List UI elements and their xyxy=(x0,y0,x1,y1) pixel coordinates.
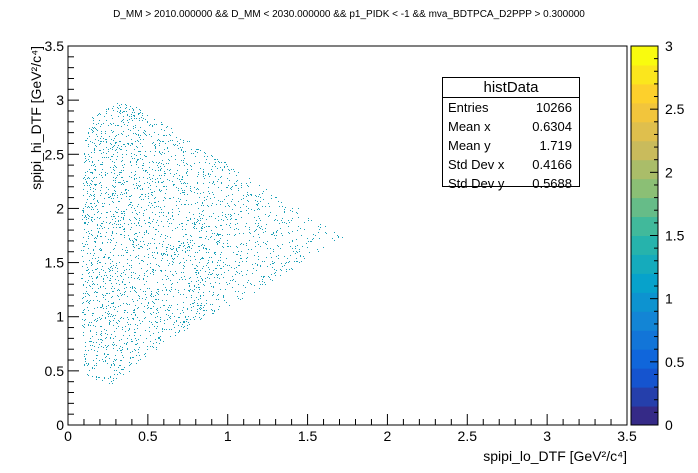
stats-row-entries: Entries 10266 xyxy=(443,98,579,117)
stats-row-mean-y: Mean y 1.719 xyxy=(443,136,579,155)
color-band xyxy=(631,64,658,85)
stats-header: histData xyxy=(443,78,579,98)
stats-value: 1.719 xyxy=(539,138,572,153)
color-band xyxy=(631,178,658,199)
color-band xyxy=(631,368,658,388)
y-tick-label: 2 xyxy=(56,200,64,216)
y-tick-label: 0.5 xyxy=(45,363,65,379)
x-tick-label: 3 xyxy=(543,428,551,444)
color-band xyxy=(631,140,658,161)
x-tick-label: 1.5 xyxy=(298,428,318,444)
x-tick-label: 2.5 xyxy=(458,428,478,444)
stats-value: 0.4166 xyxy=(532,157,572,172)
z-tick-label: 2.5 xyxy=(665,101,685,117)
stats-value: 0.6304 xyxy=(532,119,572,134)
x-tick-label: 2 xyxy=(384,428,392,444)
color-band xyxy=(631,330,658,350)
color-band xyxy=(631,406,658,426)
x-tick-label: 0 xyxy=(64,428,72,444)
stats-row-std-x: Std Dev x 0.4166 xyxy=(443,155,579,174)
stats-label: Std Dev y xyxy=(448,176,505,191)
stats-label: Entries xyxy=(448,100,489,115)
data-points xyxy=(81,103,343,384)
color-band xyxy=(631,83,658,104)
z-tick-label: 0 xyxy=(665,417,673,433)
color-band xyxy=(631,159,658,180)
stats-row-std-y: Std Dev y 0.5688 xyxy=(443,174,579,193)
stats-label: Mean y xyxy=(448,138,491,153)
color-band xyxy=(631,46,658,66)
x-axis-label: spipi_lo_DTF [GeV²/c⁴] xyxy=(483,448,627,464)
color-band xyxy=(631,349,658,369)
z-tick-label: 3 xyxy=(665,38,673,54)
color-band xyxy=(631,197,658,218)
x-tick-label: 0.5 xyxy=(138,428,158,444)
y-axis-label: spipi_hi_DTF [GeV²/c⁴] xyxy=(28,46,44,190)
stats-value: 10266 xyxy=(535,100,572,115)
z-tick-label: 1.5 xyxy=(665,228,685,244)
stats-row-mean-x: Mean x 0.6304 xyxy=(443,117,579,136)
y-tick-label: 1 xyxy=(56,309,64,325)
color-band xyxy=(631,311,658,331)
chart-title: D_MM > 2010.000000 && D_MM < 2030.000000… xyxy=(113,9,585,20)
x-tick-label: 3.5 xyxy=(617,428,637,444)
x-axis: 0 0.5 1 1.5 2 2.5 3 3.5 xyxy=(64,414,637,444)
y-tick-label: 3 xyxy=(56,92,64,108)
y-tick-label: 3.5 xyxy=(45,38,65,54)
color-band xyxy=(631,235,658,255)
color-band xyxy=(631,292,658,312)
color-band xyxy=(631,254,658,274)
stats-label: Mean x xyxy=(448,119,491,134)
scatter-points xyxy=(81,103,343,384)
y-tick-label: 1.5 xyxy=(45,255,65,271)
stats-value: 0.5688 xyxy=(532,176,572,191)
color-band xyxy=(631,387,658,407)
z-tick-label: 1 xyxy=(665,291,673,307)
stats-label: Std Dev x xyxy=(448,157,505,172)
color-band xyxy=(631,273,658,293)
color-band xyxy=(631,102,658,123)
plot-frame xyxy=(67,45,628,426)
z-tick-label: 2 xyxy=(665,164,673,180)
y-tick-label: 2.5 xyxy=(45,146,65,162)
y-axis: 0 0.5 1 1.5 2 2.5 3 3.5 xyxy=(45,38,79,433)
color-band xyxy=(631,121,658,142)
stats-box: histData Entries 10266 Mean x 0.6304 Mea… xyxy=(442,77,580,191)
z-tick-label: 0.5 xyxy=(665,354,685,370)
y-tick-label: 0 xyxy=(56,417,64,433)
x-tick-label: 1 xyxy=(224,428,232,444)
color-scale: 0 0.5 1 1.5 2 2.5 3 xyxy=(630,38,685,433)
color-band xyxy=(631,216,658,236)
